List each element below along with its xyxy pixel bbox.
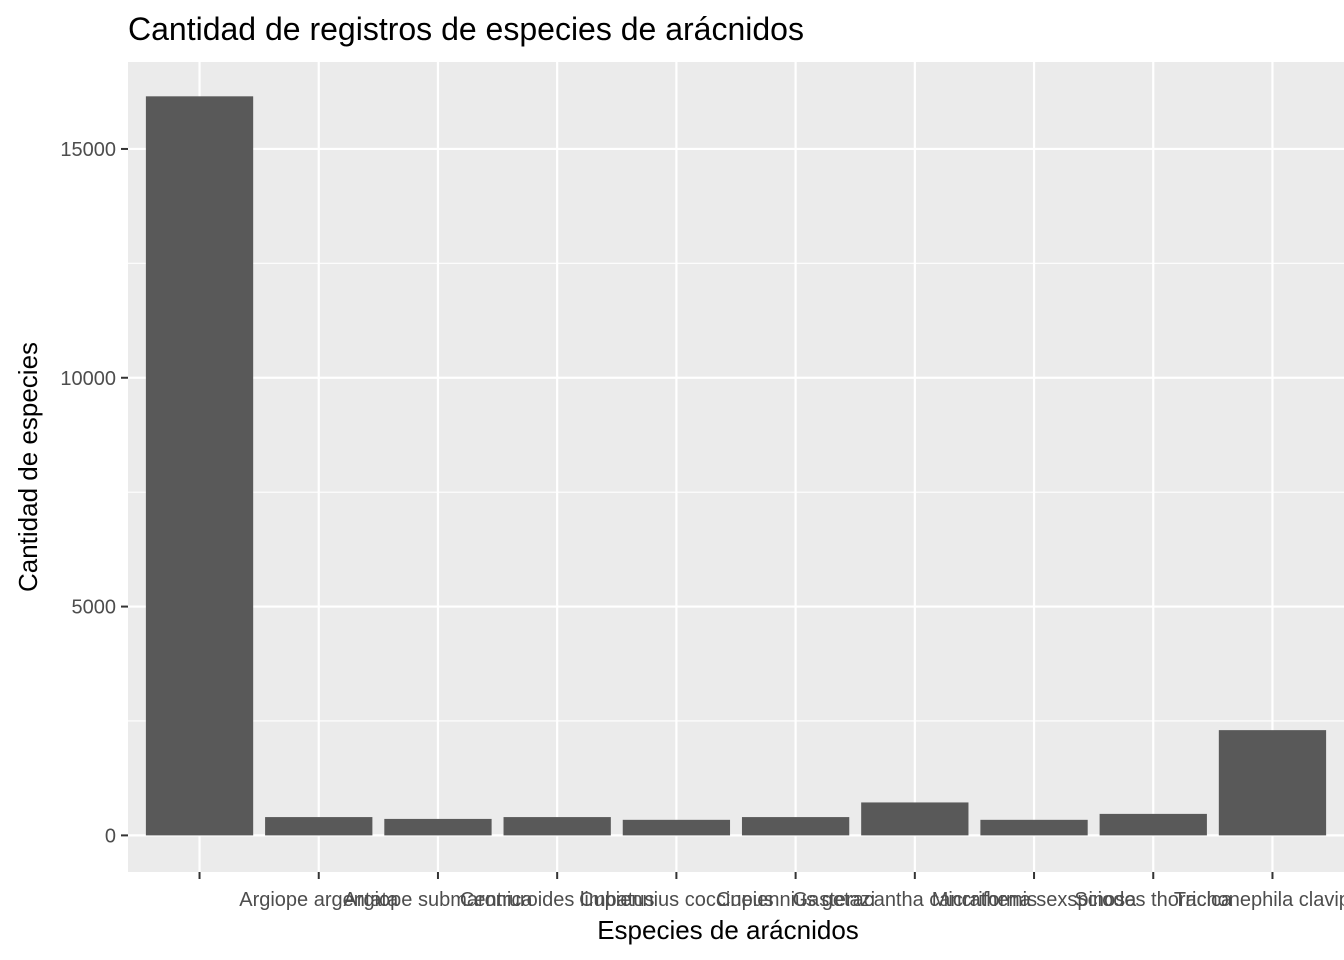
x-tick-label: Micrathena sexspinosa [932, 889, 1137, 911]
y-axis-title: Cantidad de especies [13, 342, 43, 592]
x-tick-label: Cupiennius coccineus [579, 889, 774, 911]
bars [145, 96, 1327, 836]
x-tick-label: Cupiennius getazi [716, 889, 875, 911]
bar [503, 817, 611, 836]
bar [741, 817, 850, 836]
bar [384, 818, 492, 836]
x-tick-label: Sciodes thoracica [1074, 889, 1233, 911]
y-axis: 0 5000 10000 15000 [60, 139, 128, 847]
minor-gridlines [128, 262, 1344, 722]
bar [861, 802, 969, 836]
bar [265, 817, 373, 836]
bar [622, 819, 731, 836]
bar [1099, 813, 1207, 836]
bar [1218, 730, 1327, 836]
x-tick-label: Centruroides limbatus [460, 889, 655, 911]
y-tick-label: 0 [105, 825, 116, 847]
plot-panel [128, 62, 1344, 872]
x-tick-label: Argiope argentata [239, 889, 399, 911]
y-tick-label: 10000 [60, 368, 116, 390]
bar [980, 819, 1088, 836]
x-axis-title: Especies de arácnidos [597, 915, 859, 945]
y-tick-label: 15000 [60, 139, 116, 161]
chart-title: Cantidad de registros de especies de ará… [128, 11, 804, 47]
x-tick-label: Argiope submaronica [343, 889, 533, 911]
x-tick-label: Trichonephila clavipes [1174, 889, 1344, 911]
x-tick-label: Gasteracantha cancriformis [793, 889, 1038, 911]
bar [145, 96, 254, 836]
y-tick-label: 5000 [72, 597, 117, 619]
major-gridlines [128, 62, 1344, 872]
